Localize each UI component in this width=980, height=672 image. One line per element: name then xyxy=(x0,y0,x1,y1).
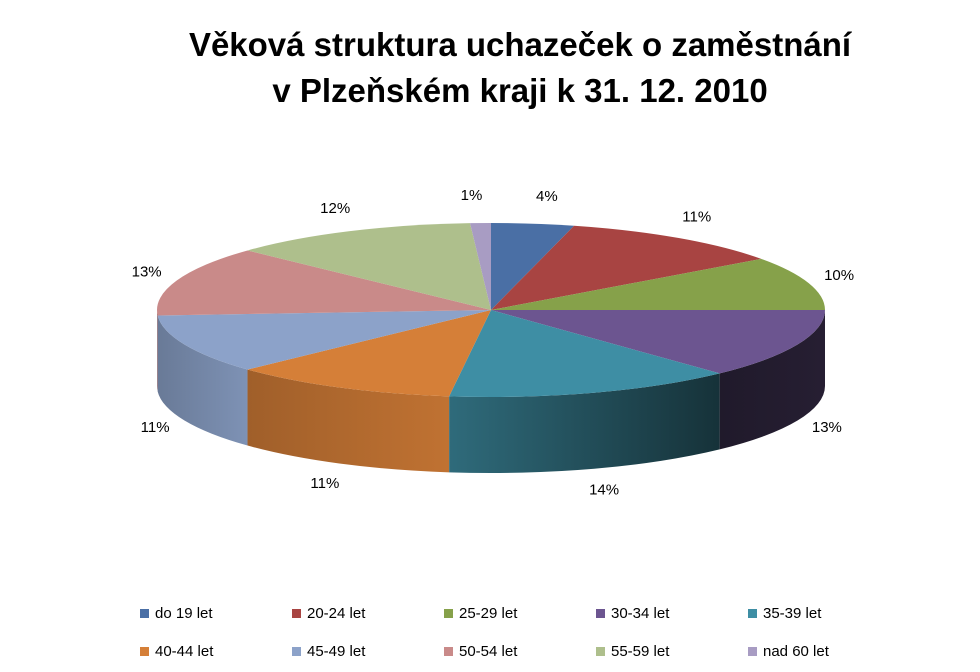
data-label-7: 13% xyxy=(132,264,162,281)
legend-label: nad 60 let xyxy=(763,642,829,660)
legend-swatch xyxy=(292,646,301,656)
legend-swatch xyxy=(140,608,149,618)
legend-item: nad 60 let xyxy=(748,632,900,670)
legend-label: 50-54 let xyxy=(459,642,518,660)
legend-swatch xyxy=(140,646,149,656)
legend-item: 55-59 let xyxy=(596,632,748,670)
data-label-8: 12% xyxy=(320,200,350,217)
pie-slice-9 xyxy=(470,223,491,310)
legend-row: do 19 let 20-24 let 25-29 let 30-34 let 35-3… xyxy=(140,594,900,632)
legend-label: 55-59 let xyxy=(611,642,670,660)
pie-slice-2 xyxy=(491,258,825,310)
legend: do 19 let 20-24 let 25-29 let 30-34 let 35-3… xyxy=(140,594,900,670)
pie-slice-5 xyxy=(247,310,491,397)
data-label-0: 4% xyxy=(536,188,558,205)
pie-side-4 xyxy=(449,373,720,473)
legend-row: 40-44 let 45-49 let 50-54 let 55-59 let nad … xyxy=(140,632,900,670)
legend-item: 35-39 let xyxy=(748,594,900,632)
legend-swatch xyxy=(444,646,453,656)
legend-label: 30-34 let xyxy=(611,604,670,622)
legend-swatch xyxy=(292,608,301,618)
chart-title: Věková struktura uchazeček o zaměstnání … xyxy=(0,22,980,114)
pie-slice-3 xyxy=(491,310,825,374)
legend-swatch xyxy=(748,646,757,656)
pie-slice-1 xyxy=(491,225,762,310)
legend-label: 40-44 let xyxy=(155,642,214,660)
legend-swatch xyxy=(596,646,605,656)
legend-label: 45-49 let xyxy=(307,642,366,660)
data-label-2: 10% xyxy=(824,267,854,284)
data-label-9: 1% xyxy=(461,187,483,204)
data-label-5: 11% xyxy=(310,475,339,492)
pie-side-6 xyxy=(157,315,248,446)
pie-side-7 xyxy=(157,310,158,392)
chart-title-line1: Věková struktura uchazeček o zaměstnání xyxy=(188,26,852,63)
data-label-3: 13% xyxy=(812,419,842,436)
legend-item: 30-34 let xyxy=(596,594,748,632)
pie-slice-6 xyxy=(157,310,492,370)
legend-item: 45-49 let xyxy=(292,632,444,670)
legend-swatch xyxy=(748,608,757,618)
legend-item: 50-54 let xyxy=(444,632,596,670)
chart-title-line2: v Plzeňském kraji k 31. 12. 2010 xyxy=(272,72,768,109)
pie-side-5 xyxy=(247,369,450,473)
legend-label: 20-24 let xyxy=(307,604,366,622)
legend-item: do 19 let xyxy=(140,594,292,632)
legend-swatch xyxy=(444,608,453,618)
data-label-1: 11% xyxy=(682,209,711,226)
legend-item: 20-24 let xyxy=(292,594,444,632)
pie-slice-8 xyxy=(247,223,491,310)
data-label-6: 11% xyxy=(141,419,170,436)
legend-label: 35-39 let xyxy=(763,604,822,622)
legend-item: 25-29 let xyxy=(444,594,596,632)
pie-chart: 4% 11% 10% 13% 14% 11% 11% 13% 12% 1% xyxy=(132,187,854,499)
legend-label: 25-29 let xyxy=(459,604,518,622)
pie-side-3 xyxy=(719,310,825,450)
legend-item: 40-44 let xyxy=(140,632,292,670)
pie-slice-4 xyxy=(449,310,720,397)
legend-label: do 19 let xyxy=(155,604,213,622)
pie-slice-0 xyxy=(491,223,575,310)
pie-slice-7 xyxy=(157,250,492,316)
data-label-4: 14% xyxy=(589,482,619,499)
legend-swatch xyxy=(596,608,605,618)
